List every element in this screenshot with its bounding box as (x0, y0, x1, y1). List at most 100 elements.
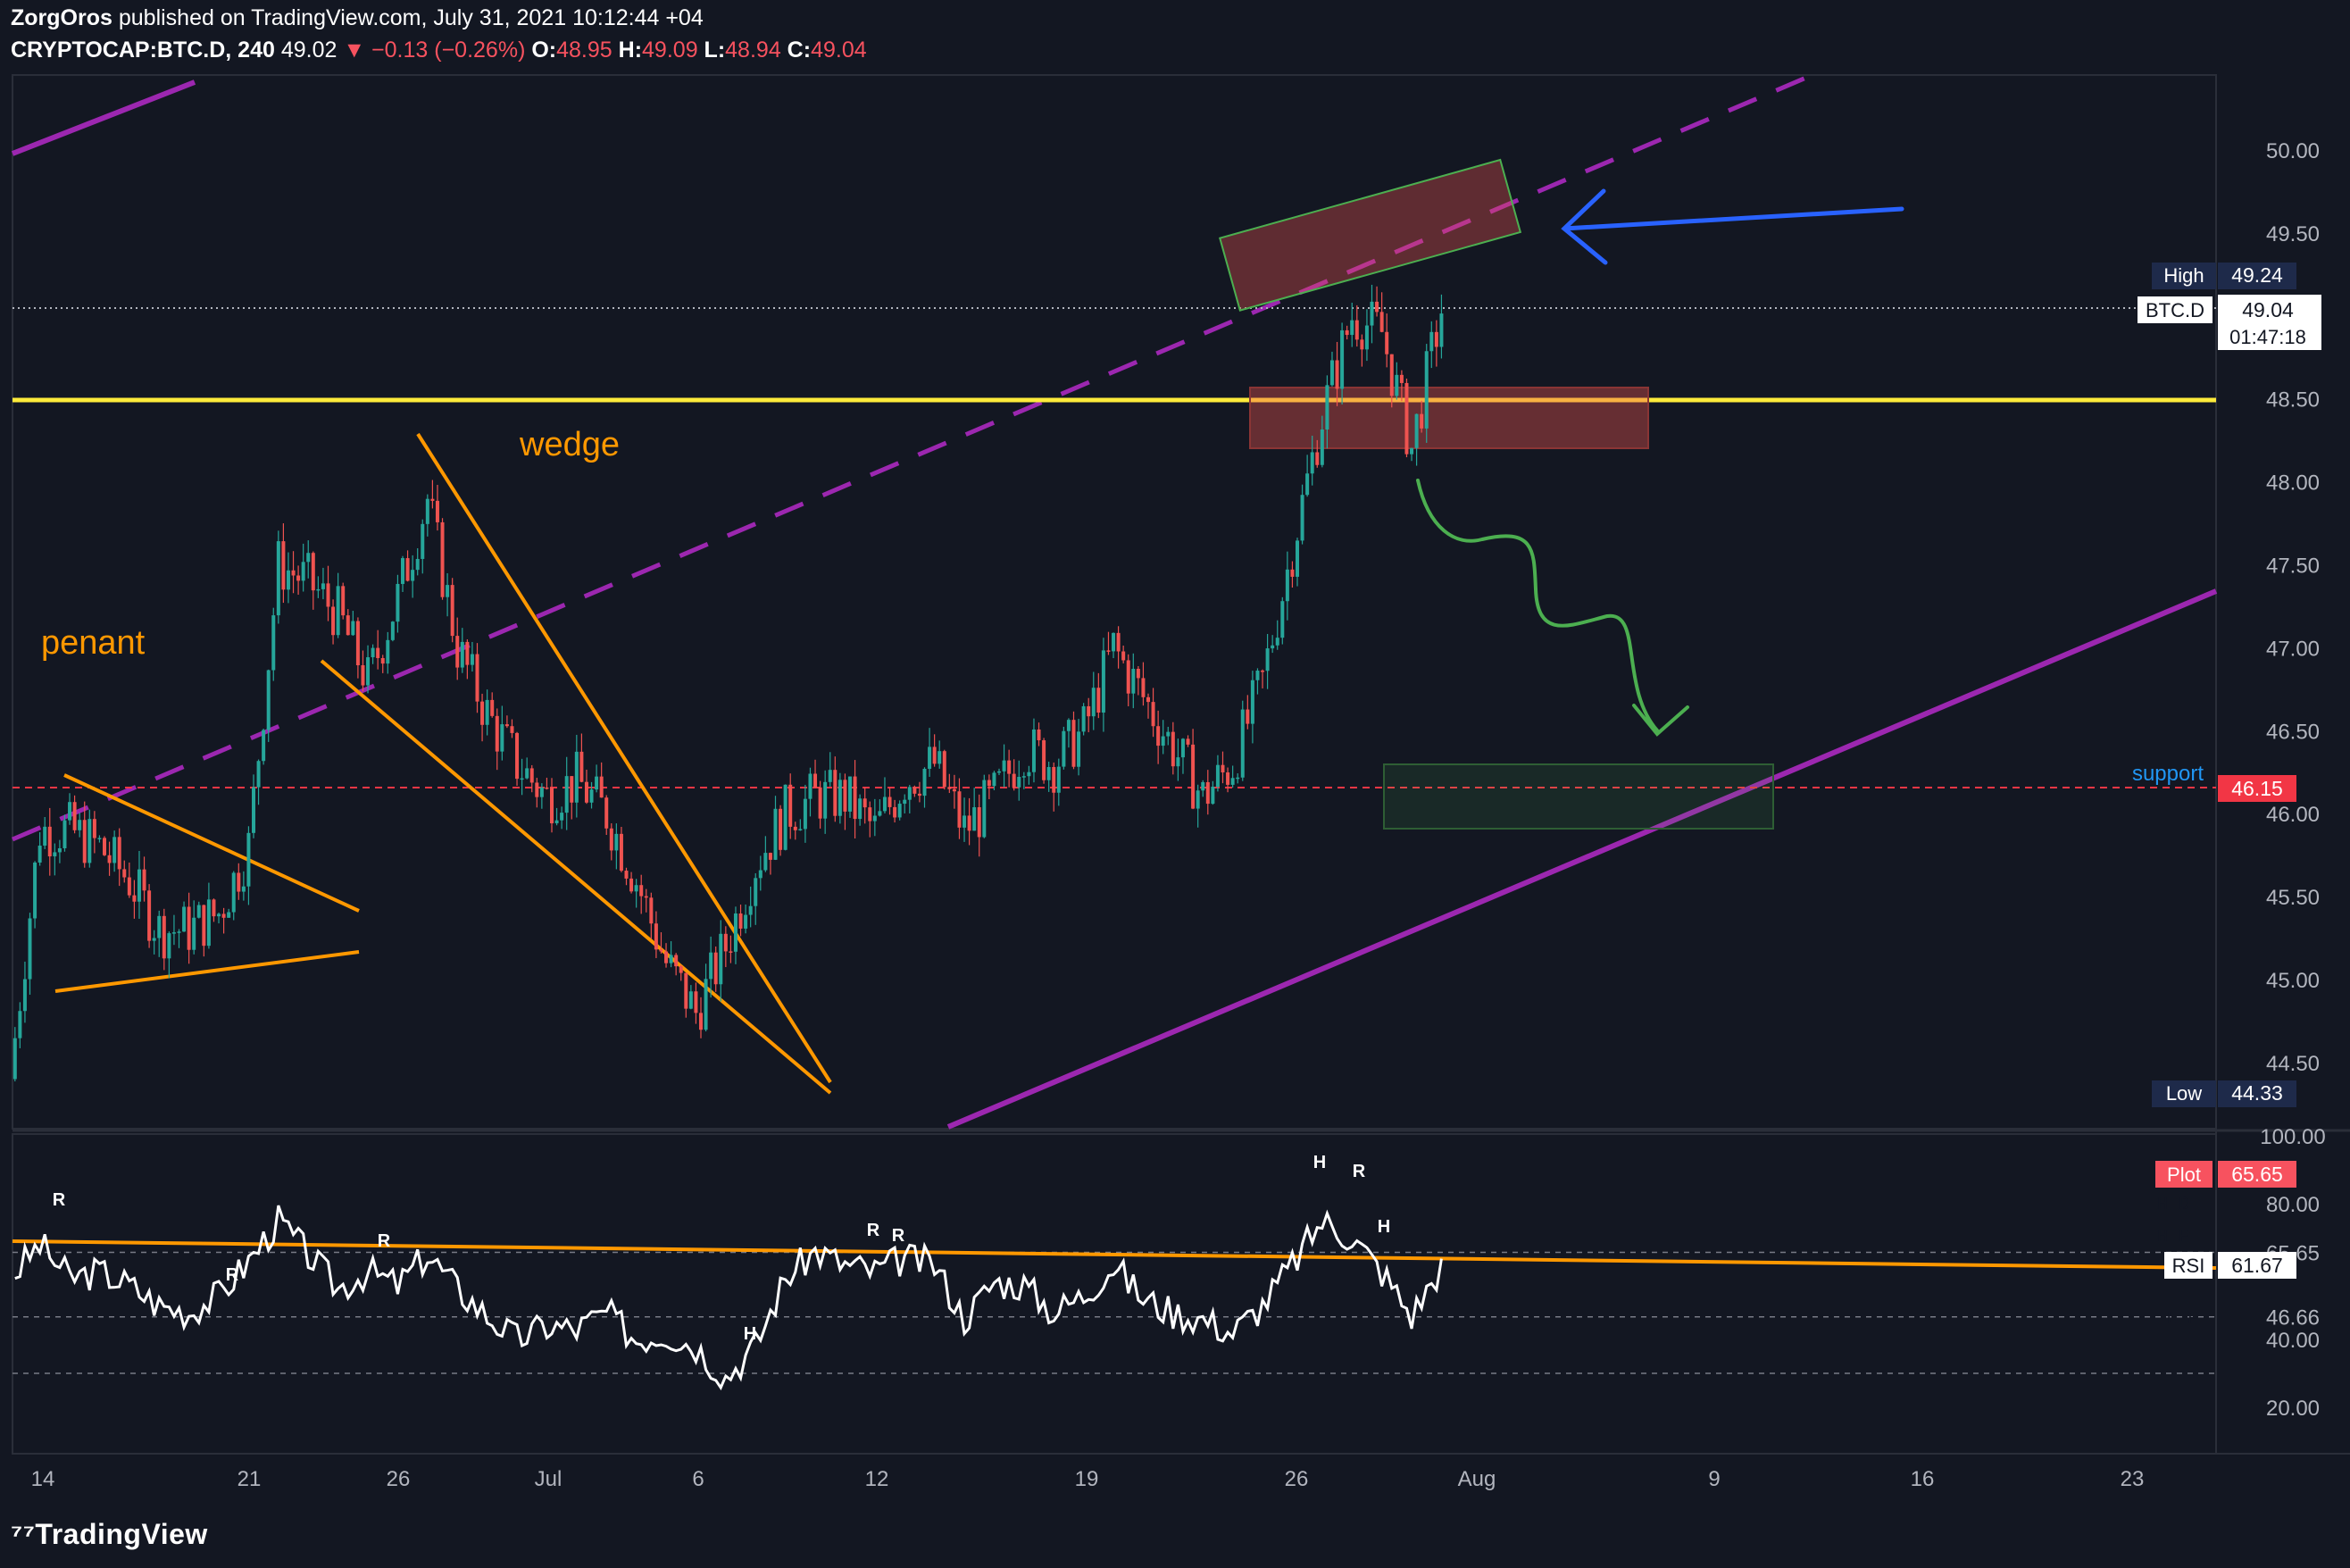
blue-arrow-icon (1561, 188, 1904, 265)
candle-up (336, 586, 340, 636)
divergence-marker: R (226, 1265, 239, 1285)
high-label: H: (618, 38, 643, 63)
wedge-lower-line (320, 659, 832, 1095)
candle-down (545, 787, 549, 789)
candle-up (1230, 778, 1235, 785)
candle-up (371, 647, 375, 658)
divergence-marker: R (867, 1221, 880, 1240)
candle-up (157, 915, 162, 938)
candle-up (719, 933, 723, 985)
candle-down (1335, 360, 1339, 389)
candle-up (614, 833, 619, 851)
candle-down (694, 991, 698, 1013)
candle-down (435, 500, 439, 522)
candle-down (331, 606, 336, 636)
candle-up (1285, 569, 1289, 602)
candle-up (276, 541, 280, 616)
candle-up (1265, 648, 1270, 671)
candle-up (206, 899, 211, 947)
candle-up (301, 562, 305, 581)
candle-down (893, 806, 897, 818)
candle-down (1434, 331, 1438, 347)
candle-down (103, 838, 106, 855)
candle-down (450, 585, 454, 637)
candle-down (987, 780, 991, 787)
tv-logo-icon: ⁷⁷ (11, 1518, 36, 1550)
candle-up (539, 787, 544, 797)
rsi-line (14, 1205, 1443, 1391)
candle-down (281, 541, 286, 590)
candle-down (1037, 729, 1041, 741)
candle-down (117, 837, 121, 870)
divergence-marker: R (378, 1231, 391, 1251)
candle-up (589, 789, 594, 803)
candle-up (167, 933, 171, 959)
candle-up (1370, 301, 1374, 326)
open-label: O: (531, 38, 557, 63)
candle-down (455, 636, 460, 668)
candle-down (1290, 569, 1295, 577)
pennant-lower-line (54, 950, 360, 993)
high-value: 49.09 (642, 38, 698, 63)
candle-down (723, 933, 728, 952)
candle-up (828, 770, 832, 782)
candle-down (868, 807, 872, 822)
low-tag-value: 44.33 (2231, 1081, 2283, 1105)
candle-down (912, 787, 917, 794)
time-tick-label: 9 (1708, 1467, 1720, 1491)
candle-up (1395, 374, 1399, 396)
price-tick-label: 45.50 (2266, 886, 2320, 910)
time-tick-label: 6 (692, 1467, 704, 1491)
candle-up (878, 811, 882, 816)
candle-up (18, 1011, 22, 1038)
countdown-value: 01:47:18 (2229, 326, 2306, 348)
candle-up (520, 778, 524, 780)
candle-up (152, 938, 156, 941)
tradingview-logo[interactable]: ⁷⁷TradingView (11, 1518, 208, 1551)
candle-up (470, 654, 474, 665)
candle-up (1091, 688, 1096, 717)
candle-down (47, 826, 52, 857)
candle-up (78, 820, 82, 830)
price-tick-label: 46.50 (2266, 720, 2320, 744)
candle-up (1211, 787, 1215, 805)
green-projection-arrow-icon (1416, 479, 1689, 737)
candle-up (137, 869, 141, 902)
candle-down (221, 913, 226, 918)
price-tick-label: 47.00 (2266, 637, 2320, 661)
symbol-label[interactable]: CRYPTOCAP:BTC.D, 240 (11, 38, 275, 63)
candle-up (177, 931, 181, 933)
candle-up (848, 776, 852, 812)
candle-up (1296, 540, 1299, 577)
candle-up (43, 826, 47, 847)
candle-down (788, 784, 793, 827)
candle-down (624, 871, 629, 879)
support-zone-box (1383, 763, 1774, 830)
plot-tag-label: Plot (2167, 1163, 2201, 1186)
candle-down (888, 797, 892, 807)
candle-down (679, 966, 683, 973)
wedge-upper-line (416, 432, 832, 1084)
drawings-layer (11, 72, 2218, 1130)
candle-up (485, 699, 489, 725)
candle-up (12, 1038, 17, 1080)
author[interactable]: ZorgOros (11, 5, 112, 30)
candle-up (241, 886, 246, 892)
candle-down (550, 788, 554, 824)
candle-up (1350, 320, 1354, 336)
resistance-box-group (1219, 158, 1522, 312)
candle-up (1101, 650, 1105, 713)
candle-up (351, 621, 355, 636)
candle-up (1300, 495, 1304, 541)
candle-down (122, 869, 127, 878)
annotation-labels: penant wedge support (41, 426, 2204, 786)
candle-down (570, 776, 574, 803)
candle-up (33, 862, 38, 919)
candle-up (1081, 705, 1086, 732)
candle-down (654, 923, 658, 950)
candle-down (1116, 632, 1121, 652)
plot-tag-value: 65.65 (2231, 1163, 2283, 1186)
channel-lower-line (946, 588, 2218, 1130)
candle-down (1375, 301, 1379, 313)
